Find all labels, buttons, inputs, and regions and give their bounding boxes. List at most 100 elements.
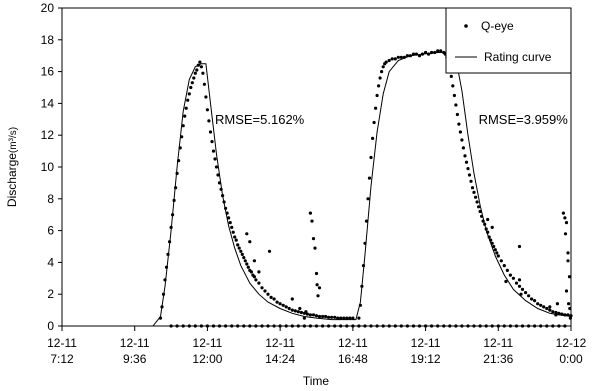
q-eye-point xyxy=(463,154,467,158)
q-eye-point xyxy=(342,316,346,320)
q-eye-point xyxy=(487,235,491,239)
q-eye-point xyxy=(210,140,214,144)
q-eye-point xyxy=(393,324,397,328)
q-eye-point xyxy=(470,186,475,190)
y-tick-label: 8 xyxy=(47,192,54,206)
q-eye-point xyxy=(411,324,416,328)
q-eye-point xyxy=(375,324,379,328)
q-eye-point xyxy=(399,324,403,328)
q-eye-point xyxy=(371,136,375,140)
q-eye-point xyxy=(236,243,240,247)
q-eye-point xyxy=(187,92,191,96)
q-eye-point xyxy=(374,106,378,110)
q-eye-point xyxy=(489,238,493,242)
q-eye-point xyxy=(542,305,546,309)
q-eye-point xyxy=(204,95,208,99)
q-eye-point xyxy=(375,93,379,98)
q-eye-point xyxy=(454,103,458,107)
q-eye-point xyxy=(399,55,403,59)
q-eye-point xyxy=(367,176,372,180)
q-eye-point xyxy=(364,219,369,223)
q-eye-point xyxy=(390,57,394,61)
q-eye-point xyxy=(424,324,428,328)
q-eye-point xyxy=(363,324,367,328)
q-eye-point xyxy=(308,211,312,215)
y-tick-label: 4 xyxy=(47,255,54,269)
q-eye-point xyxy=(430,324,434,328)
y-tick-label: 16 xyxy=(41,65,55,79)
q-eye-point xyxy=(486,217,490,222)
x-tick-label-time: 7:12 xyxy=(50,352,74,366)
q-eye-point xyxy=(248,324,252,328)
q-eye-point xyxy=(278,324,282,328)
q-eye-point xyxy=(517,284,522,288)
q-eye-point xyxy=(363,241,367,245)
q-eye-point xyxy=(348,316,352,320)
q-eye-point xyxy=(230,225,234,229)
q-eye-point xyxy=(186,98,190,102)
q-eye-point xyxy=(372,120,376,125)
q-eye-point xyxy=(430,50,434,55)
q-eye-point xyxy=(366,197,370,201)
q-eye-point xyxy=(564,289,569,293)
x-tick-label-date: 12-11 xyxy=(47,336,77,350)
legend-label-q-eye: Q-eye xyxy=(481,19,514,33)
q-eye-point xyxy=(467,173,472,177)
q-eye-point xyxy=(330,315,334,319)
x-tick-label-date: 12-11 xyxy=(193,336,223,350)
q-eye-point xyxy=(257,281,261,285)
q-eye-point xyxy=(436,324,440,328)
q-eye-point xyxy=(439,49,443,53)
q-eye-point xyxy=(458,130,462,134)
y-tick-label: 10 xyxy=(41,160,55,174)
y-tick-label: 6 xyxy=(47,224,54,238)
q-eye-point xyxy=(296,310,300,314)
q-eye-point xyxy=(293,309,297,313)
q-eye-point xyxy=(539,303,543,307)
q-eye-point xyxy=(221,194,225,198)
q-eye-point xyxy=(304,310,308,314)
q-eye-point xyxy=(408,54,412,58)
q-eye-point xyxy=(252,259,256,263)
q-eye-point xyxy=(240,252,244,256)
q-eye-point xyxy=(483,222,487,226)
q-eye-point xyxy=(333,315,337,319)
q-eye-point xyxy=(469,179,473,183)
q-eye-point xyxy=(172,198,176,202)
svg-text:Discharge(m³/s): Discharge(m³/s) xyxy=(5,127,19,207)
q-eye-point xyxy=(302,316,306,320)
q-eye-point xyxy=(557,324,561,328)
q-eye-point xyxy=(336,316,340,320)
x-tick-label-time: 0:00 xyxy=(559,352,583,366)
q-eye-point xyxy=(266,292,270,296)
x-tick-label-time: 19:12 xyxy=(411,352,441,366)
q-eye-point xyxy=(457,122,461,126)
q-eye-point xyxy=(327,315,331,319)
q-eye-point xyxy=(321,314,325,319)
q-eye-point xyxy=(548,305,552,309)
x-tick-label-date: 12-11 xyxy=(483,336,513,350)
q-eye-point xyxy=(201,71,205,75)
q-eye-point xyxy=(504,279,508,284)
q-eye-point xyxy=(387,58,391,63)
q-eye-point xyxy=(316,294,320,298)
q-eye-point xyxy=(466,167,470,171)
q-eye-point xyxy=(539,324,543,328)
q-eye-point xyxy=(411,52,416,56)
q-eye-point xyxy=(211,324,216,328)
q-eye-point xyxy=(175,324,179,328)
q-eye-point xyxy=(243,259,247,263)
q-eye-point xyxy=(245,232,249,236)
q-eye-point xyxy=(377,84,381,88)
q-eye-point xyxy=(324,314,328,319)
q-eye-point xyxy=(233,235,237,239)
q-eye-point xyxy=(345,316,349,320)
q-eye-point xyxy=(305,312,309,316)
q-eye-point xyxy=(236,324,240,328)
legend-marker-q-eye xyxy=(464,24,468,28)
q-eye-point xyxy=(227,216,231,220)
q-eye-point xyxy=(490,225,494,229)
q-eye-point xyxy=(272,324,276,328)
q-eye-point xyxy=(254,324,258,328)
legend: Q-eye Rating curve xyxy=(445,7,572,74)
